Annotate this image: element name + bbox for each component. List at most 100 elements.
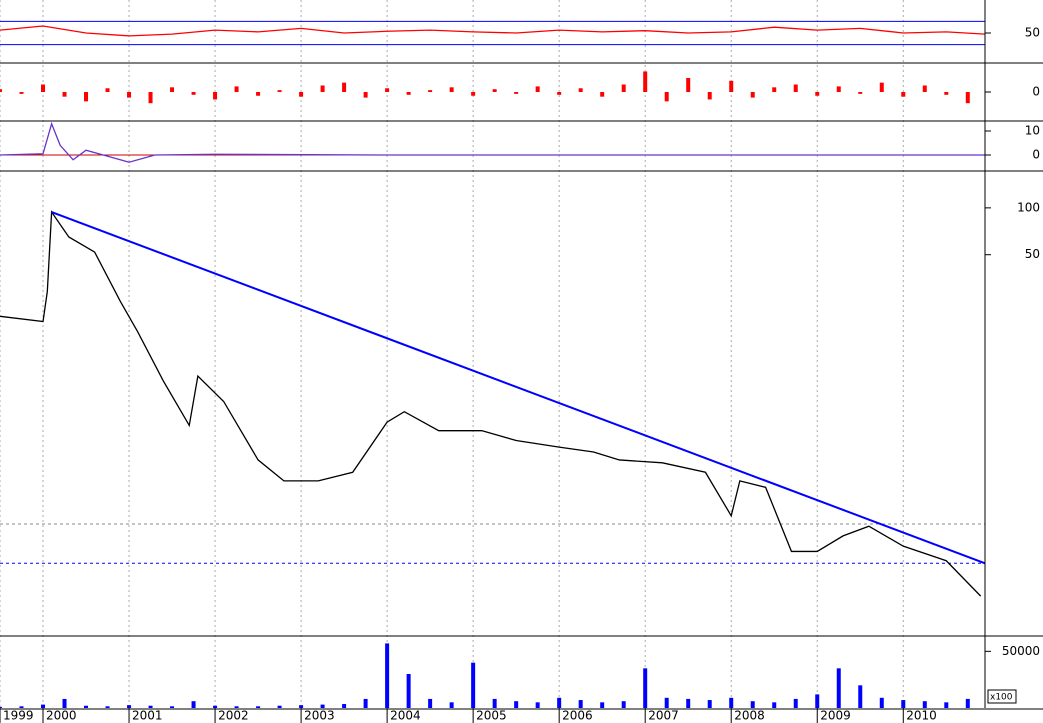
bar (105, 88, 110, 92)
bar (471, 662, 476, 708)
bar (643, 71, 648, 92)
bar (471, 92, 476, 96)
bar (750, 701, 755, 708)
bar (62, 698, 67, 708)
unit-label: x100 (990, 693, 1013, 703)
bar (879, 697, 884, 708)
bar (191, 92, 196, 95)
bar (621, 84, 626, 92)
y-tick-label: 50 (1025, 247, 1040, 261)
bar (299, 705, 304, 708)
bar (406, 674, 411, 708)
bar (256, 92, 261, 96)
bar (793, 84, 798, 92)
x-tick-label: 2003 (304, 709, 335, 723)
y-tick-label: 50000 (1002, 644, 1040, 658)
x-tick-label: 2000 (46, 709, 77, 723)
bar (320, 704, 325, 708)
bar (449, 87, 454, 92)
line (0, 210, 982, 597)
bar (922, 85, 927, 92)
bar (514, 701, 519, 708)
bar (320, 85, 325, 92)
bar (772, 702, 777, 708)
bar (363, 698, 368, 708)
bar (41, 84, 46, 92)
bar (578, 700, 583, 708)
bar (0, 706, 2, 708)
bar (170, 706, 175, 708)
bar (578, 88, 583, 92)
bar (234, 706, 239, 708)
bar (492, 698, 497, 708)
bar (385, 88, 390, 92)
bar (944, 92, 949, 95)
bar (449, 702, 454, 708)
line (0, 121, 985, 163)
bar (621, 701, 626, 708)
bar (342, 82, 347, 92)
bar (707, 92, 712, 100)
bar (858, 92, 863, 94)
bar (858, 685, 863, 708)
bar (170, 87, 175, 92)
bar (406, 92, 411, 95)
bar (815, 694, 820, 708)
x-tick-label: 2007 (648, 709, 679, 723)
bar (428, 698, 433, 708)
bar (363, 92, 368, 98)
bar (750, 92, 755, 98)
bar (234, 86, 239, 92)
bar (707, 700, 712, 708)
x-tick-label: 2004 (390, 709, 421, 723)
bar (428, 90, 433, 92)
bar (514, 92, 519, 94)
bar (342, 704, 347, 708)
bar (643, 668, 648, 708)
bar (191, 701, 196, 708)
bar (965, 698, 970, 708)
bar (664, 92, 669, 102)
bar (84, 705, 89, 708)
x-tick-label: 2009 (820, 709, 851, 723)
bar (879, 82, 884, 92)
x-tick-label: 1999 (3, 709, 34, 723)
bar (815, 92, 820, 96)
bar (19, 92, 24, 94)
bar (901, 92, 906, 97)
bar (836, 86, 841, 92)
bar (41, 704, 46, 708)
bar (148, 92, 153, 104)
bar (277, 90, 282, 92)
bar (0, 89, 2, 92)
bar (299, 92, 304, 97)
y-tick-label: 0 (1032, 148, 1040, 162)
bar (729, 697, 734, 708)
y-tick-label: 10 (1025, 124, 1040, 138)
bar (729, 80, 734, 92)
bar (148, 705, 153, 708)
bar (664, 697, 669, 708)
bar (62, 92, 67, 97)
bar (213, 705, 218, 708)
bar (492, 89, 497, 92)
bar (793, 698, 798, 708)
bar (600, 702, 605, 708)
bar (127, 705, 132, 708)
bar (600, 92, 605, 97)
y-tick-label: 50 (1025, 26, 1040, 40)
bar (84, 92, 89, 102)
bar (944, 702, 949, 708)
x-tick-label: 2005 (476, 709, 507, 723)
x-tick-label: 2002 (218, 709, 249, 723)
bar (557, 697, 562, 708)
line (0, 25, 986, 37)
bar (535, 86, 540, 92)
bar (277, 705, 282, 708)
bar (19, 706, 24, 708)
bar (772, 87, 777, 92)
y-tick-label: 0 (1032, 85, 1040, 99)
x-tick-label: 2010 (906, 709, 937, 723)
